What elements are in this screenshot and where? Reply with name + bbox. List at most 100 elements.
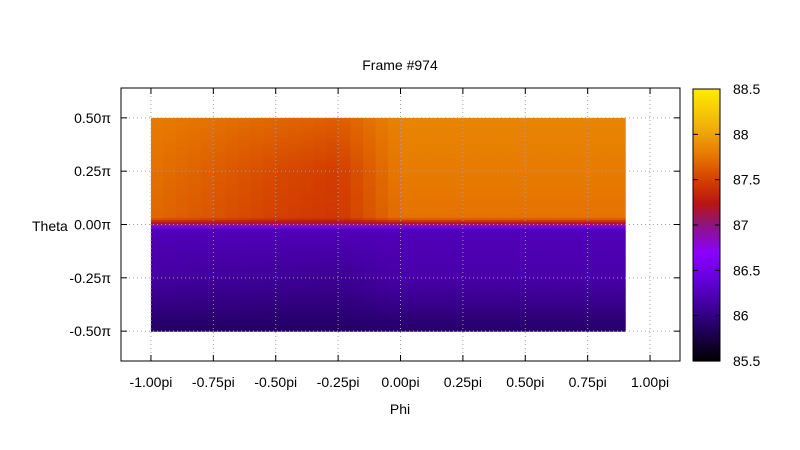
heatmap-cell — [175, 137, 189, 140]
heatmap-cell — [325, 303, 339, 307]
heatmap-cell — [200, 164, 214, 168]
heatmap-cell — [412, 256, 427, 260]
heatmap-cell — [375, 307, 389, 311]
heatmap-cell — [500, 137, 514, 140]
heatmap-cell — [537, 241, 551, 245]
heatmap-cell — [600, 203, 614, 206]
heatmap-cell — [175, 305, 189, 309]
heatmap-cell — [462, 282, 476, 285]
heatmap-cell — [562, 258, 576, 262]
heatmap-cell — [150, 290, 165, 294]
heatmap-cell — [300, 299, 314, 302]
heatmap-cell — [600, 137, 614, 140]
heatmap-cell — [425, 233, 439, 236]
heatmap-cell — [363, 329, 377, 332]
heatmap-cell — [150, 307, 165, 311]
heatmap-cell — [275, 314, 289, 317]
heatmap-cell — [263, 213, 277, 217]
heatmap-cell — [275, 303, 289, 307]
heatmap-cell — [338, 241, 352, 245]
heatmap-cell — [462, 267, 476, 270]
heatmap-cell — [213, 179, 227, 183]
heatmap-cell — [400, 235, 414, 238]
heatmap-cell — [150, 228, 165, 232]
heatmap-cell — [325, 132, 339, 136]
colorbar-segment — [693, 143, 720, 146]
heatmap-cell — [475, 192, 489, 196]
heatmap-cell — [550, 196, 564, 200]
colorbar-segment — [693, 281, 720, 284]
heatmap-cell — [225, 258, 239, 262]
heatmap-cell — [587, 164, 601, 168]
heatmap-cell — [338, 117, 352, 121]
heatmap-cell — [462, 230, 476, 234]
heatmap-cell — [375, 237, 389, 241]
heatmap-cell — [188, 258, 202, 262]
heatmap-cell — [612, 141, 626, 145]
heatmap-cell — [163, 307, 177, 311]
heatmap-cell — [487, 282, 501, 285]
heatmap-cell — [200, 286, 214, 290]
heatmap-cell — [400, 314, 414, 317]
heatmap-cell — [188, 147, 202, 151]
heatmap-cell — [375, 201, 389, 204]
heatmap-cell — [562, 190, 576, 194]
heatmap-cell — [450, 318, 464, 322]
heatmap-cell — [175, 205, 189, 209]
heatmap-cell — [238, 228, 252, 232]
heatmap-cell — [575, 254, 589, 258]
heatmap-cell — [500, 326, 514, 330]
heatmap-cell — [213, 316, 227, 319]
heatmap-cell — [425, 198, 439, 202]
colorbar-segment — [693, 329, 720, 332]
heatmap-cell — [562, 277, 576, 281]
heatmap-cell — [412, 201, 427, 204]
heatmap-cell — [175, 175, 189, 179]
heatmap-cell — [437, 260, 452, 264]
heatmap-cell — [400, 226, 414, 230]
colorbar-segment — [693, 193, 720, 196]
heatmap-cell — [200, 126, 214, 130]
heatmap-cell — [213, 252, 227, 255]
heatmap-cell — [388, 137, 402, 140]
heatmap-cell — [263, 241, 277, 245]
heatmap-cell — [313, 220, 327, 223]
heatmap-cell — [437, 282, 452, 285]
heatmap-cell — [275, 271, 289, 275]
heatmap-cell — [425, 147, 439, 151]
heatmap-cell — [412, 288, 427, 292]
heatmap-cell — [363, 147, 377, 151]
heatmap-cell — [450, 128, 464, 132]
heatmap-cell — [313, 198, 327, 202]
heatmap-cell — [450, 265, 464, 268]
heatmap-cell — [600, 277, 614, 281]
heatmap-cell — [150, 213, 165, 217]
heatmap-cell — [400, 134, 414, 138]
heatmap-cell — [575, 247, 589, 251]
heatmap-cell — [525, 290, 539, 294]
heatmap-cell — [612, 203, 626, 206]
heatmap-cell — [163, 220, 177, 223]
heatmap-cell — [275, 145, 289, 149]
heatmap-cell — [550, 245, 564, 249]
heatmap-cell — [163, 228, 177, 232]
heatmap-cell — [213, 188, 227, 191]
heatmap-cell — [275, 179, 289, 183]
heatmap-cell — [313, 139, 327, 142]
heatmap-cell — [313, 213, 327, 217]
heatmap-cell — [562, 318, 576, 322]
heatmap-cell — [450, 145, 464, 149]
heatmap-cell — [575, 173, 589, 177]
heatmap-cell — [450, 271, 464, 275]
heatmap-cell — [250, 316, 264, 319]
heatmap-cell — [350, 147, 364, 151]
heatmap-cell — [288, 158, 302, 162]
heatmap-cell — [562, 309, 576, 313]
heatmap-cell — [462, 265, 476, 268]
heatmap-cell — [188, 318, 202, 322]
heatmap-cell — [437, 307, 452, 311]
heatmap-cell — [462, 241, 476, 245]
heatmap-cell — [175, 141, 189, 145]
heatmap-cell — [213, 128, 227, 132]
heatmap-cell — [263, 265, 277, 268]
